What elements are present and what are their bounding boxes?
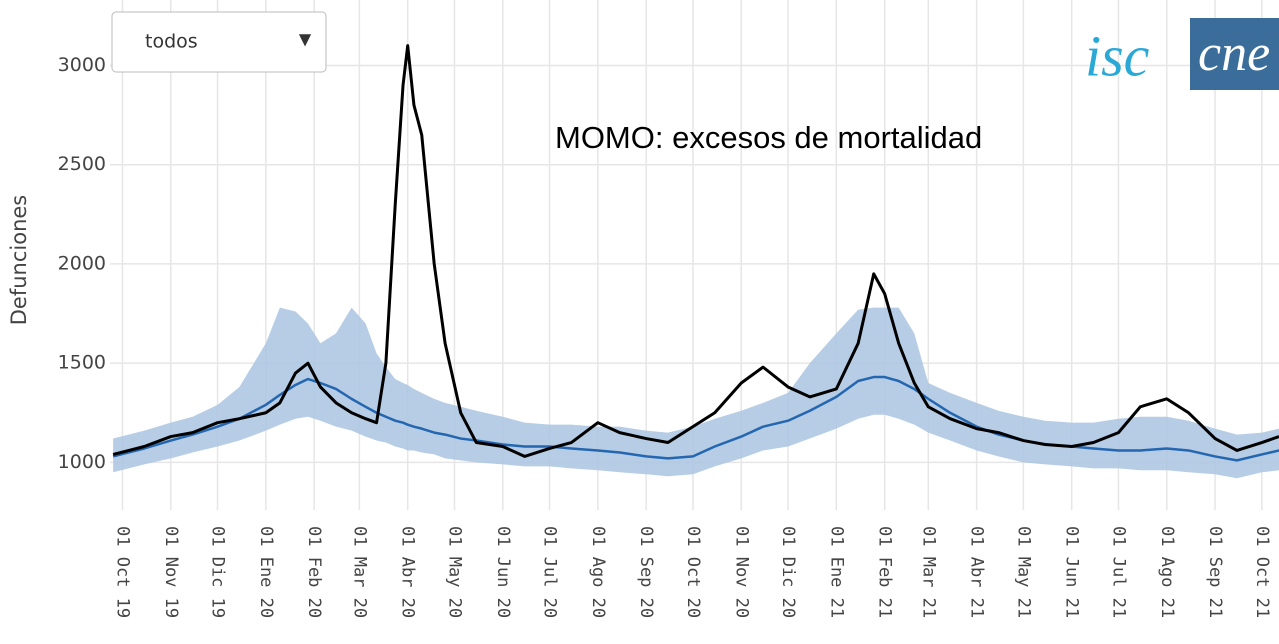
series-line [112,44,1279,458]
x-tick-label: 01 Mar 20 [349,526,369,618]
x-tick-label: 01 Mar 21 [918,526,938,618]
x-tick-label: 01 Ene 20 [256,526,276,618]
x-tick-label: 01 Feb 20 [304,526,324,618]
x-tick-label: 01 Jun 21 [1062,526,1082,618]
y-tick-label: 2000 [58,252,106,274]
x-tick-label: 01 Feb 21 [875,526,895,618]
x-tick-label: 01 Nov 19 [161,526,181,618]
x-tick-label: 01 Jun 20 [493,526,513,618]
x-tick-label: 01 Dic 19 [208,526,228,618]
x-tick-label: 01 Oct 20 [683,526,703,618]
confidence-band [113,307,1279,479]
logo: isc cne [1085,18,1279,90]
x-tick-label: 01 Nov 20 [731,526,751,618]
logo-right: cne [1198,25,1270,82]
dropdown-arrow[interactable]: ▼ [299,30,312,49]
dropdown-box[interactable] [111,11,327,73]
x-tick-label: 01 Sep 21 [1205,526,1225,618]
chart-title: MOMO: excesos de mortalidad [555,120,982,155]
y-tick-label: 3000 [58,54,106,76]
x-tick-label: 01 Abr 21 [967,526,987,618]
x-tick-label: 01 Oct 21 [1252,526,1272,618]
y-tick-label: 1500 [58,352,106,374]
x-tick-label: 01 Abr 20 [398,526,418,618]
x-tick-label: 01 Jul 20 [540,526,560,618]
y-tick-label: 1000 [58,451,106,473]
plot [112,44,1279,479]
x-tick-label: 01 Sep 20 [636,526,656,618]
x-tick-label: 01 Jul 21 [1108,526,1128,618]
axes: 1000 1500 2000 2500 3000 01 Oct 19 01 Nov 19 01… [58,54,1272,618]
logo-box [1190,18,1279,90]
x-tick-label: 01 Dic 20 [778,526,798,618]
dropdown-value[interactable]: todos [145,31,198,53]
x-tick-label: 01 May 20 [444,526,464,618]
y-axis-label: Defunciones [7,195,31,326]
x-tick-label: 01 May 21 [1013,526,1033,618]
x-tick-label: 01 Ago 20 [588,526,608,618]
logo-left: isc [1085,23,1150,88]
x-tick-label: 01 Ene 21 [826,526,846,618]
x-tick-label: 01 Oct 19 [112,526,132,618]
y-tick-label: 2500 [58,153,106,175]
x-tick-label: 01 Ago 21 [1157,526,1177,618]
dropdown[interactable]: todos ▼ [111,11,327,73]
